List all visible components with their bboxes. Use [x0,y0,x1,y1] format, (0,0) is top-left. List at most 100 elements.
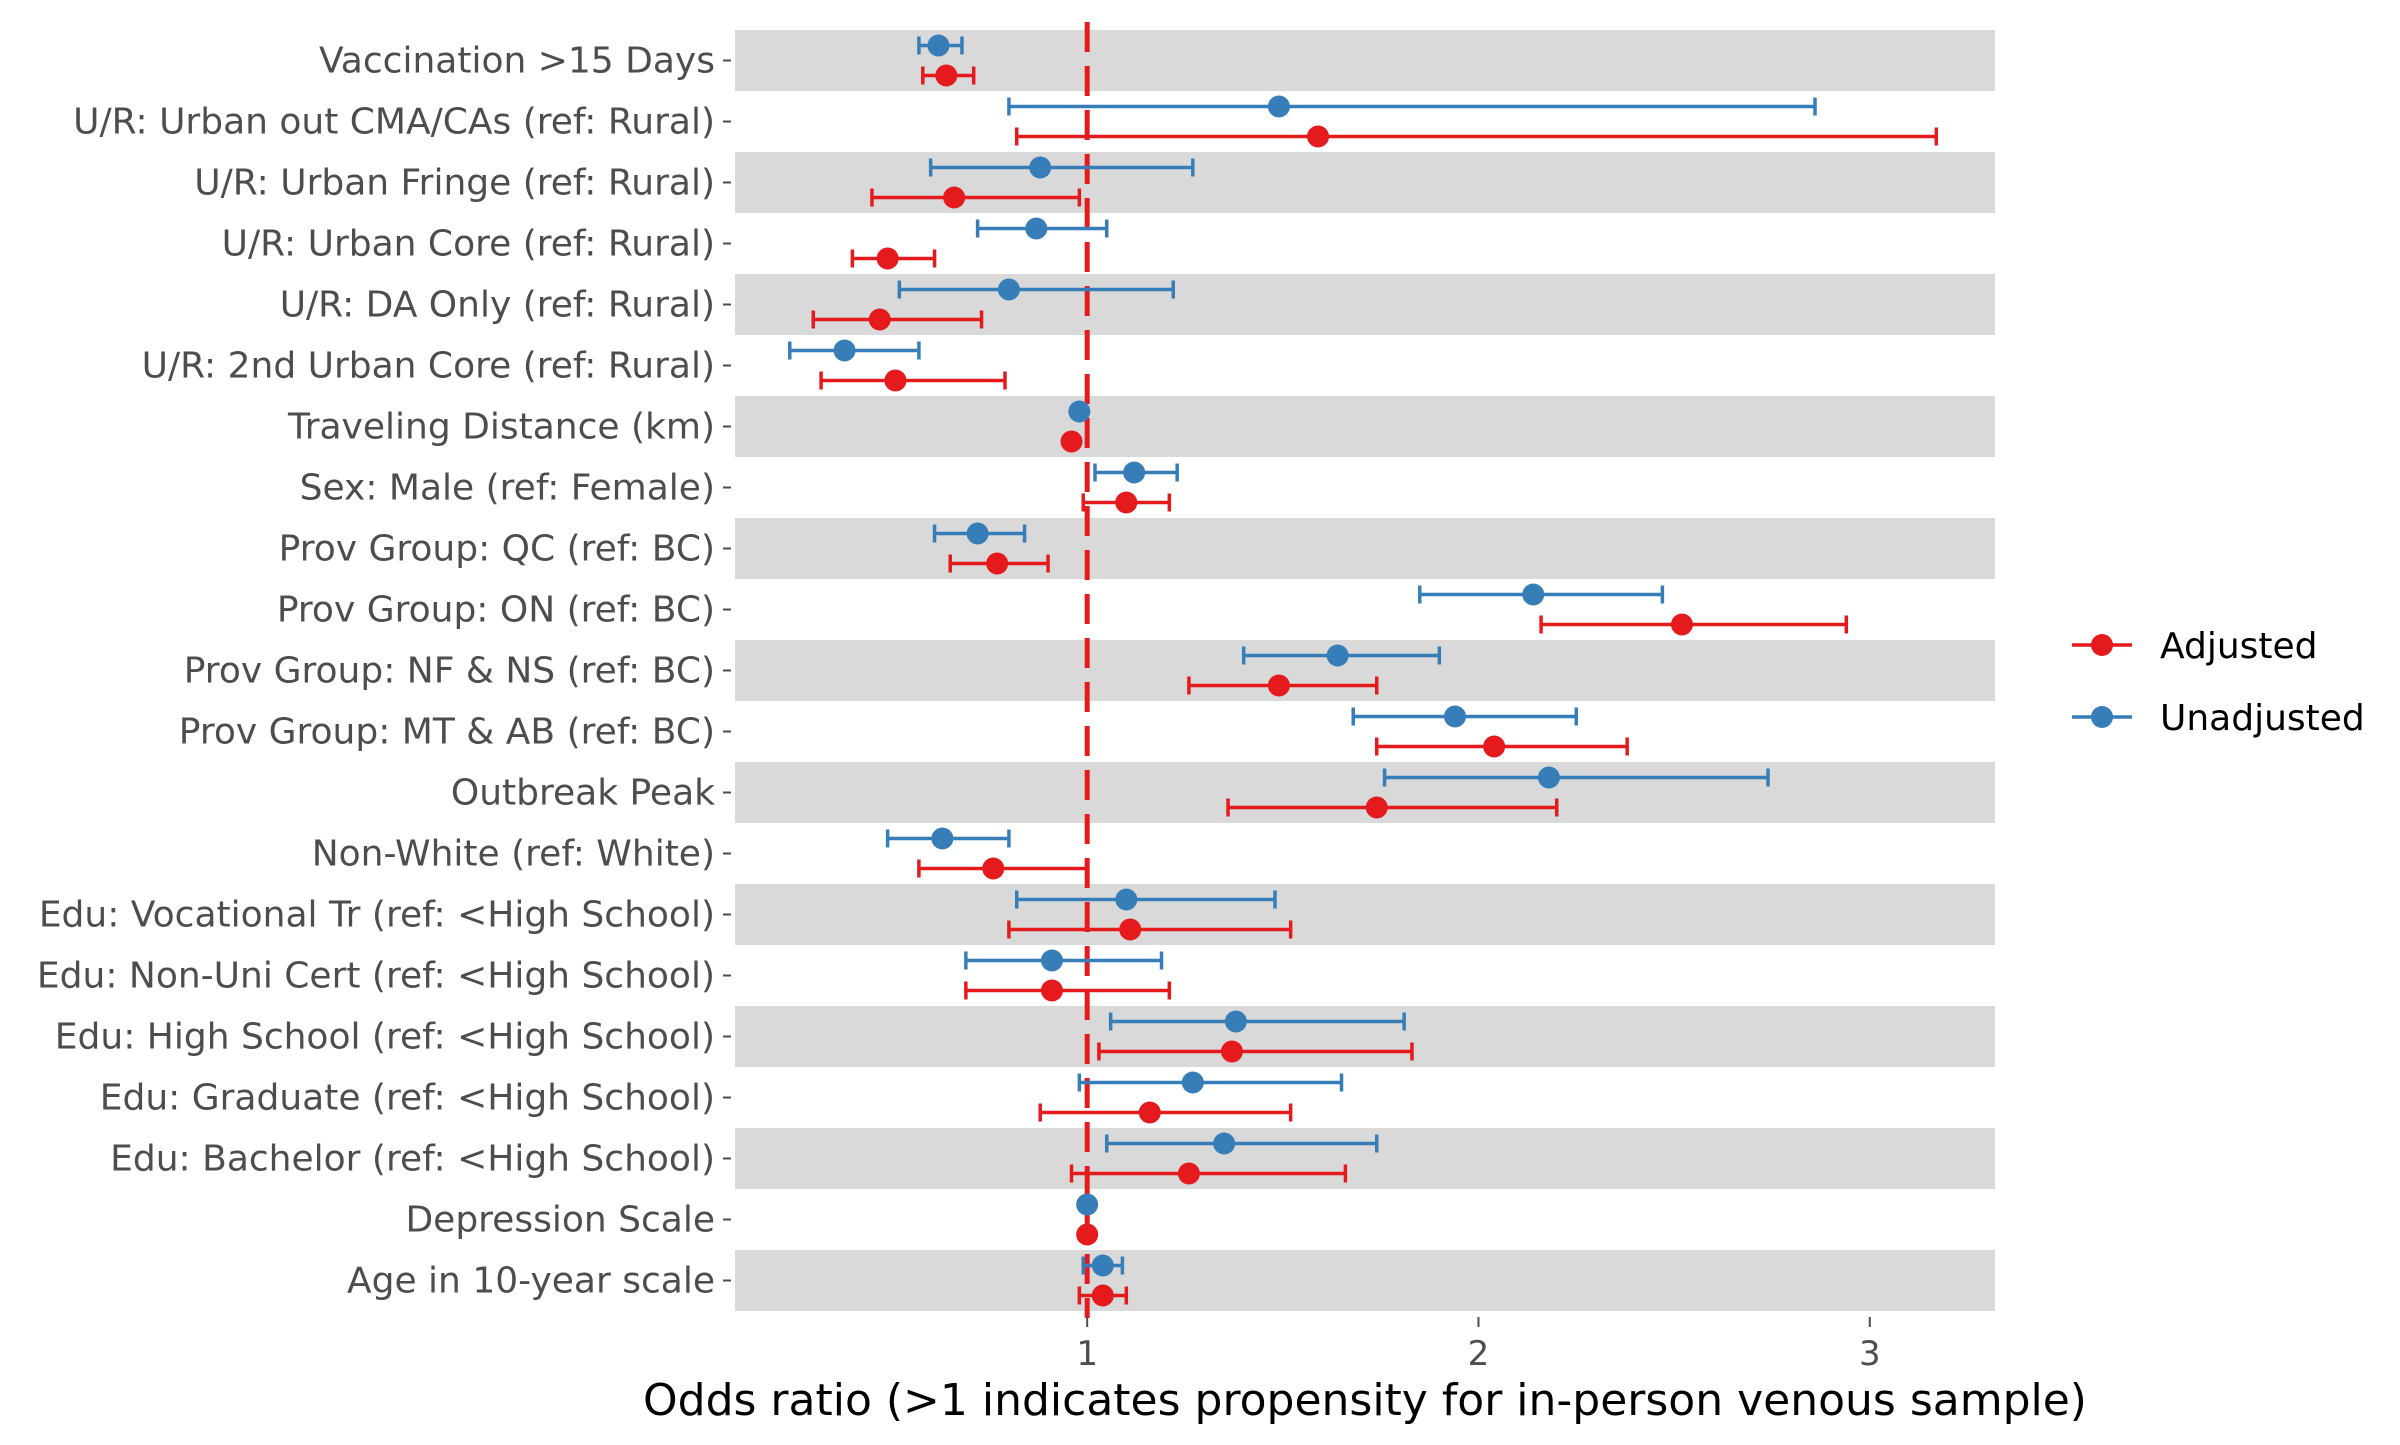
unadjusted-mark [917,34,964,57]
row-band [735,274,1995,335]
unadjusted-point [1224,1010,1247,1033]
adjusted-point [1365,796,1388,819]
adjusted-mark [964,979,1172,1002]
y-label-outbreak-peak: Outbreak Peak [451,773,715,814]
legend-key-point [2091,634,2113,656]
unadjusted-point [1267,95,1290,118]
adjusted-mark [1081,491,1172,514]
unadjusted-mark [1068,400,1091,423]
unadjusted-mark [885,827,1011,850]
adjusted-point [1040,979,1063,1002]
unadjusted-mark [897,278,1176,301]
row-band [735,1250,1995,1311]
adjusted-mark [811,308,984,331]
unadjusted-mark [788,339,921,362]
y-label-edu-bachelor-ref-high-school: Edu: Bachelor (ref: <High School) [110,1139,715,1180]
adjusted-mark [1014,125,1939,148]
y-label-edu-high-school-ref-high-school: Edu: High School (ref: <High School) [55,1017,715,1058]
adjusted-mark [948,552,1050,575]
adjusted-point [943,186,966,209]
unadjusted-mark [1104,1132,1379,1155]
unadjusted-point [1076,1193,1099,1216]
y-axis-labels: Vaccination >15 Days U/R: Urban out CMA/C… [37,41,731,1302]
unadjusted-point [966,522,989,545]
adjusted-mark [1097,1040,1414,1063]
adjusted-mark [870,186,1082,209]
unadjusted-mark [1007,95,1817,118]
unadjusted-mark [1382,766,1770,789]
adjusted-mark [1007,918,1293,941]
unadjusted-point [1068,400,1091,423]
x-tick-label: 2 [1468,1334,1490,1374]
adjusted-point [1670,613,1693,636]
unadjusted-point [1537,766,1560,789]
unadjusted-point [1091,1254,1114,1277]
y-label-non-white-ref-white: Non-White (ref: White) [312,834,715,875]
y-label-prov-group-on-ref-bc: Prov Group: ON (ref: BC) [277,590,715,631]
legend-label-unadjusted: Unadjusted [2160,698,2365,739]
x-axis-title: Odds ratio (>1 indicates propensity for … [643,1375,2087,1426]
adjusted-point [1138,1101,1161,1124]
unadjusted-point [1040,949,1063,972]
adjusted-point [935,64,958,87]
adjusted-mark [1076,1223,1099,1246]
adjusted-mark [819,369,1007,392]
unadjusted-mark [1081,1254,1125,1277]
y-label-traveling-distance-km: Traveling Distance (km) [287,407,715,448]
unadjusted-point [1444,705,1466,728]
adjusted-point [1119,918,1142,941]
y-label-vaccination-15-days: Vaccination >15 Days [319,41,715,82]
y-label-prov-group-qc-ref-bc: Prov Group: QC (ref: BC) [279,529,715,570]
adjusted-mark [1069,1162,1348,1185]
unadjusted-point [1326,644,1349,667]
unadjusted-mark [928,156,1195,179]
adjusted-point [1307,125,1330,148]
x-tick-label: 3 [1859,1334,1881,1374]
adjusted-point [1076,1223,1099,1246]
adjusted-point [982,857,1005,880]
adjusted-mark [1374,735,1629,758]
unadjusted-mark [1351,705,1579,728]
unadjusted-mark [1418,583,1665,606]
adjusted-mark [1060,430,1083,453]
unadjusted-point [997,278,1020,301]
unadjusted-point [1181,1071,1204,1094]
y-label-u-r-2nd-urban-core-ref-rural: U/R: 2nd Urban Core (ref: Rural) [142,346,715,387]
series-marks [788,34,1939,1307]
adjusted-point [1177,1162,1200,1185]
adjusted-point [884,369,907,392]
adjusted-mark [917,857,1089,880]
adjusted-point [986,552,1009,575]
adjusted-mark [1077,1284,1129,1307]
y-label-sex-male-ref-female: Sex: Male (ref: Female) [300,468,715,509]
unadjusted-point [1522,583,1545,606]
legend-label-adjusted: Adjusted [2160,626,2318,667]
adjusted-mark [1187,674,1379,697]
y-label-edu-graduate-ref-high-school: Edu: Graduate (ref: <High School) [100,1078,715,1119]
x-axis: 1 2 3 [1076,1317,1881,1374]
legend: Adjusted Unadjusted [2072,626,2365,739]
row-band [735,1128,1995,1189]
unadjusted-mark [975,217,1109,240]
unadjusted-mark [1014,888,1277,911]
row-band [735,518,1995,579]
y-label-prov-group-nf-ns-ref-bc: Prov Group: NF & NS (ref: BC) [184,651,715,692]
unadjusted-mark [964,949,1164,972]
y-label-edu-vocational-tr-ref-high-school: Edu: Vocational Tr (ref: <High School) [39,895,715,936]
unadjusted-point [931,827,954,850]
unadjusted-point [927,34,950,57]
x-tick-label: 1 [1076,1334,1098,1374]
row-band [735,640,1995,701]
adjusted-point [1060,430,1083,453]
unadjusted-point [833,339,856,362]
legend-item-unadjusted: Unadjusted [2072,698,2365,739]
adjusted-point [1483,735,1506,758]
y-label-age-in-10-year-scale: Age in 10-year scale [347,1261,715,1302]
adjusted-point [1115,491,1138,514]
adjusted-mark [1038,1101,1293,1124]
unadjusted-point [1029,156,1052,179]
adjusted-point [868,308,891,331]
adjusted-point [876,247,899,270]
unadjusted-point [1025,217,1048,240]
